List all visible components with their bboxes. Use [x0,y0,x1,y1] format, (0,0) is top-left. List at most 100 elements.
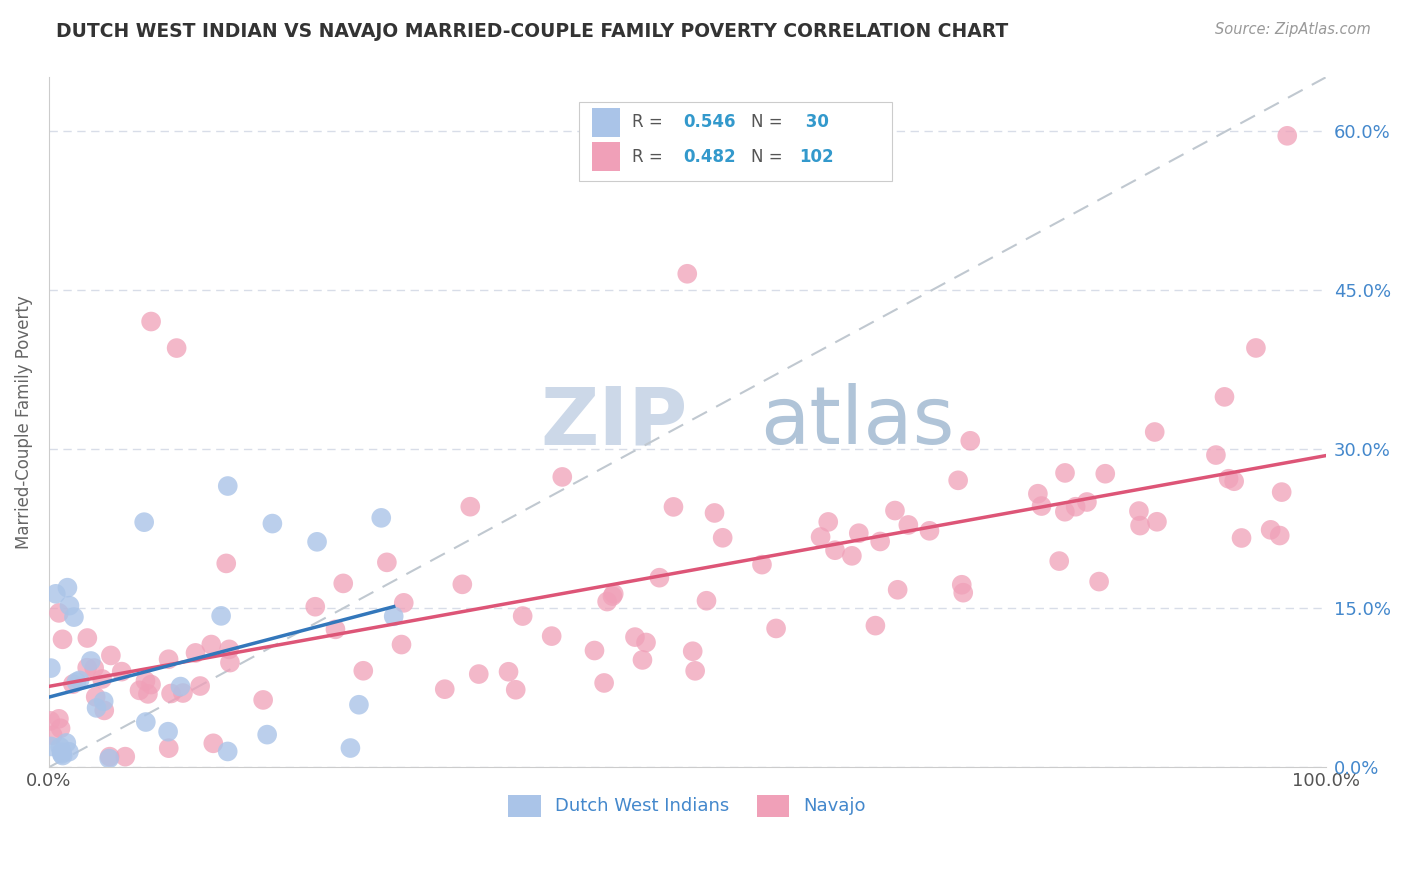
Point [1244,341,1267,355]
Point [305,534,328,549]
Point [1094,467,1116,481]
Point [86,701,108,715]
Point [48,606,70,620]
Point [375,555,398,569]
Point [602,589,624,603]
Point [62,677,84,691]
Point [1026,486,1049,500]
Y-axis label: Married-Couple Family Poverty: Married-Couple Family Poverty [15,295,32,549]
Text: N =: N = [751,148,787,166]
Point [1088,574,1111,589]
Point [1064,500,1087,514]
Point [918,524,941,538]
Text: DUTCH WEST INDIAN VS NAVAJO MARRIED-COUPLE FAMILY POVERTY CORRELATION CHART: DUTCH WEST INDIAN VS NAVAJO MARRIED-COUP… [56,22,1008,41]
Point [946,473,969,487]
Point [134,673,156,688]
Point [810,530,832,544]
Point [593,676,616,690]
Point [683,664,706,678]
Point [69,673,91,688]
Point [634,635,657,649]
Text: 102: 102 [800,148,834,166]
Point [217,479,239,493]
Point [98,751,121,765]
Point [128,683,150,698]
Point [56,581,79,595]
Point [1053,505,1076,519]
Point [603,587,626,601]
Point [262,516,284,531]
Point [631,653,654,667]
Point [114,749,136,764]
Point [58,745,80,759]
Text: N =: N = [751,113,787,131]
Point [169,680,191,694]
Text: R =: R = [633,113,668,131]
Legend: Dutch West Indians, Navajo: Dutch West Indians, Navajo [501,788,873,824]
Bar [592,143,620,171]
Point [84,690,107,704]
Point [172,686,194,700]
Point [39,739,62,754]
Point [51,747,73,761]
Point [841,549,863,563]
Point [765,622,787,636]
Point [1271,485,1294,500]
Point [1047,554,1070,568]
Text: 0.546: 0.546 [683,113,735,131]
Point [157,652,180,666]
Point [98,749,121,764]
Text: atlas: atlas [761,384,955,461]
Point [139,314,162,328]
Point [135,714,157,729]
Point [624,630,647,644]
Point [392,596,415,610]
Point [1230,531,1253,545]
Text: ZIP: ZIP [540,384,688,461]
Point [1076,495,1098,509]
Point [200,638,222,652]
Point [1146,515,1168,529]
Point [217,744,239,758]
Point [76,661,98,675]
Point [1143,425,1166,439]
Point [751,558,773,572]
Point [252,693,274,707]
Point [1128,504,1150,518]
Point [91,672,114,686]
Point [58,599,80,613]
Point [648,571,671,585]
Bar [592,108,620,136]
Point [339,741,361,756]
Point [1053,466,1076,480]
Point [48,712,70,726]
Point [950,578,973,592]
Point [347,698,370,712]
Point [184,646,207,660]
Point [160,686,183,700]
Point [468,667,491,681]
Point [884,503,907,517]
FancyBboxPatch shape [579,102,891,181]
Text: Source: ZipAtlas.com: Source: ZipAtlas.com [1215,22,1371,37]
Point [202,736,225,750]
Point [583,643,606,657]
Point [886,582,908,597]
Point [897,518,920,533]
Point [1218,472,1240,486]
Point [512,609,534,624]
Point [41,728,63,742]
Point [157,741,180,756]
Point [695,593,717,607]
Point [682,644,704,658]
Point [52,748,75,763]
Point [166,341,188,355]
Point [332,576,354,591]
Point [93,703,115,717]
Point [676,267,699,281]
Point [433,682,456,697]
Point [848,526,870,541]
Point [817,515,839,529]
Point [662,500,685,514]
Point [865,618,887,632]
